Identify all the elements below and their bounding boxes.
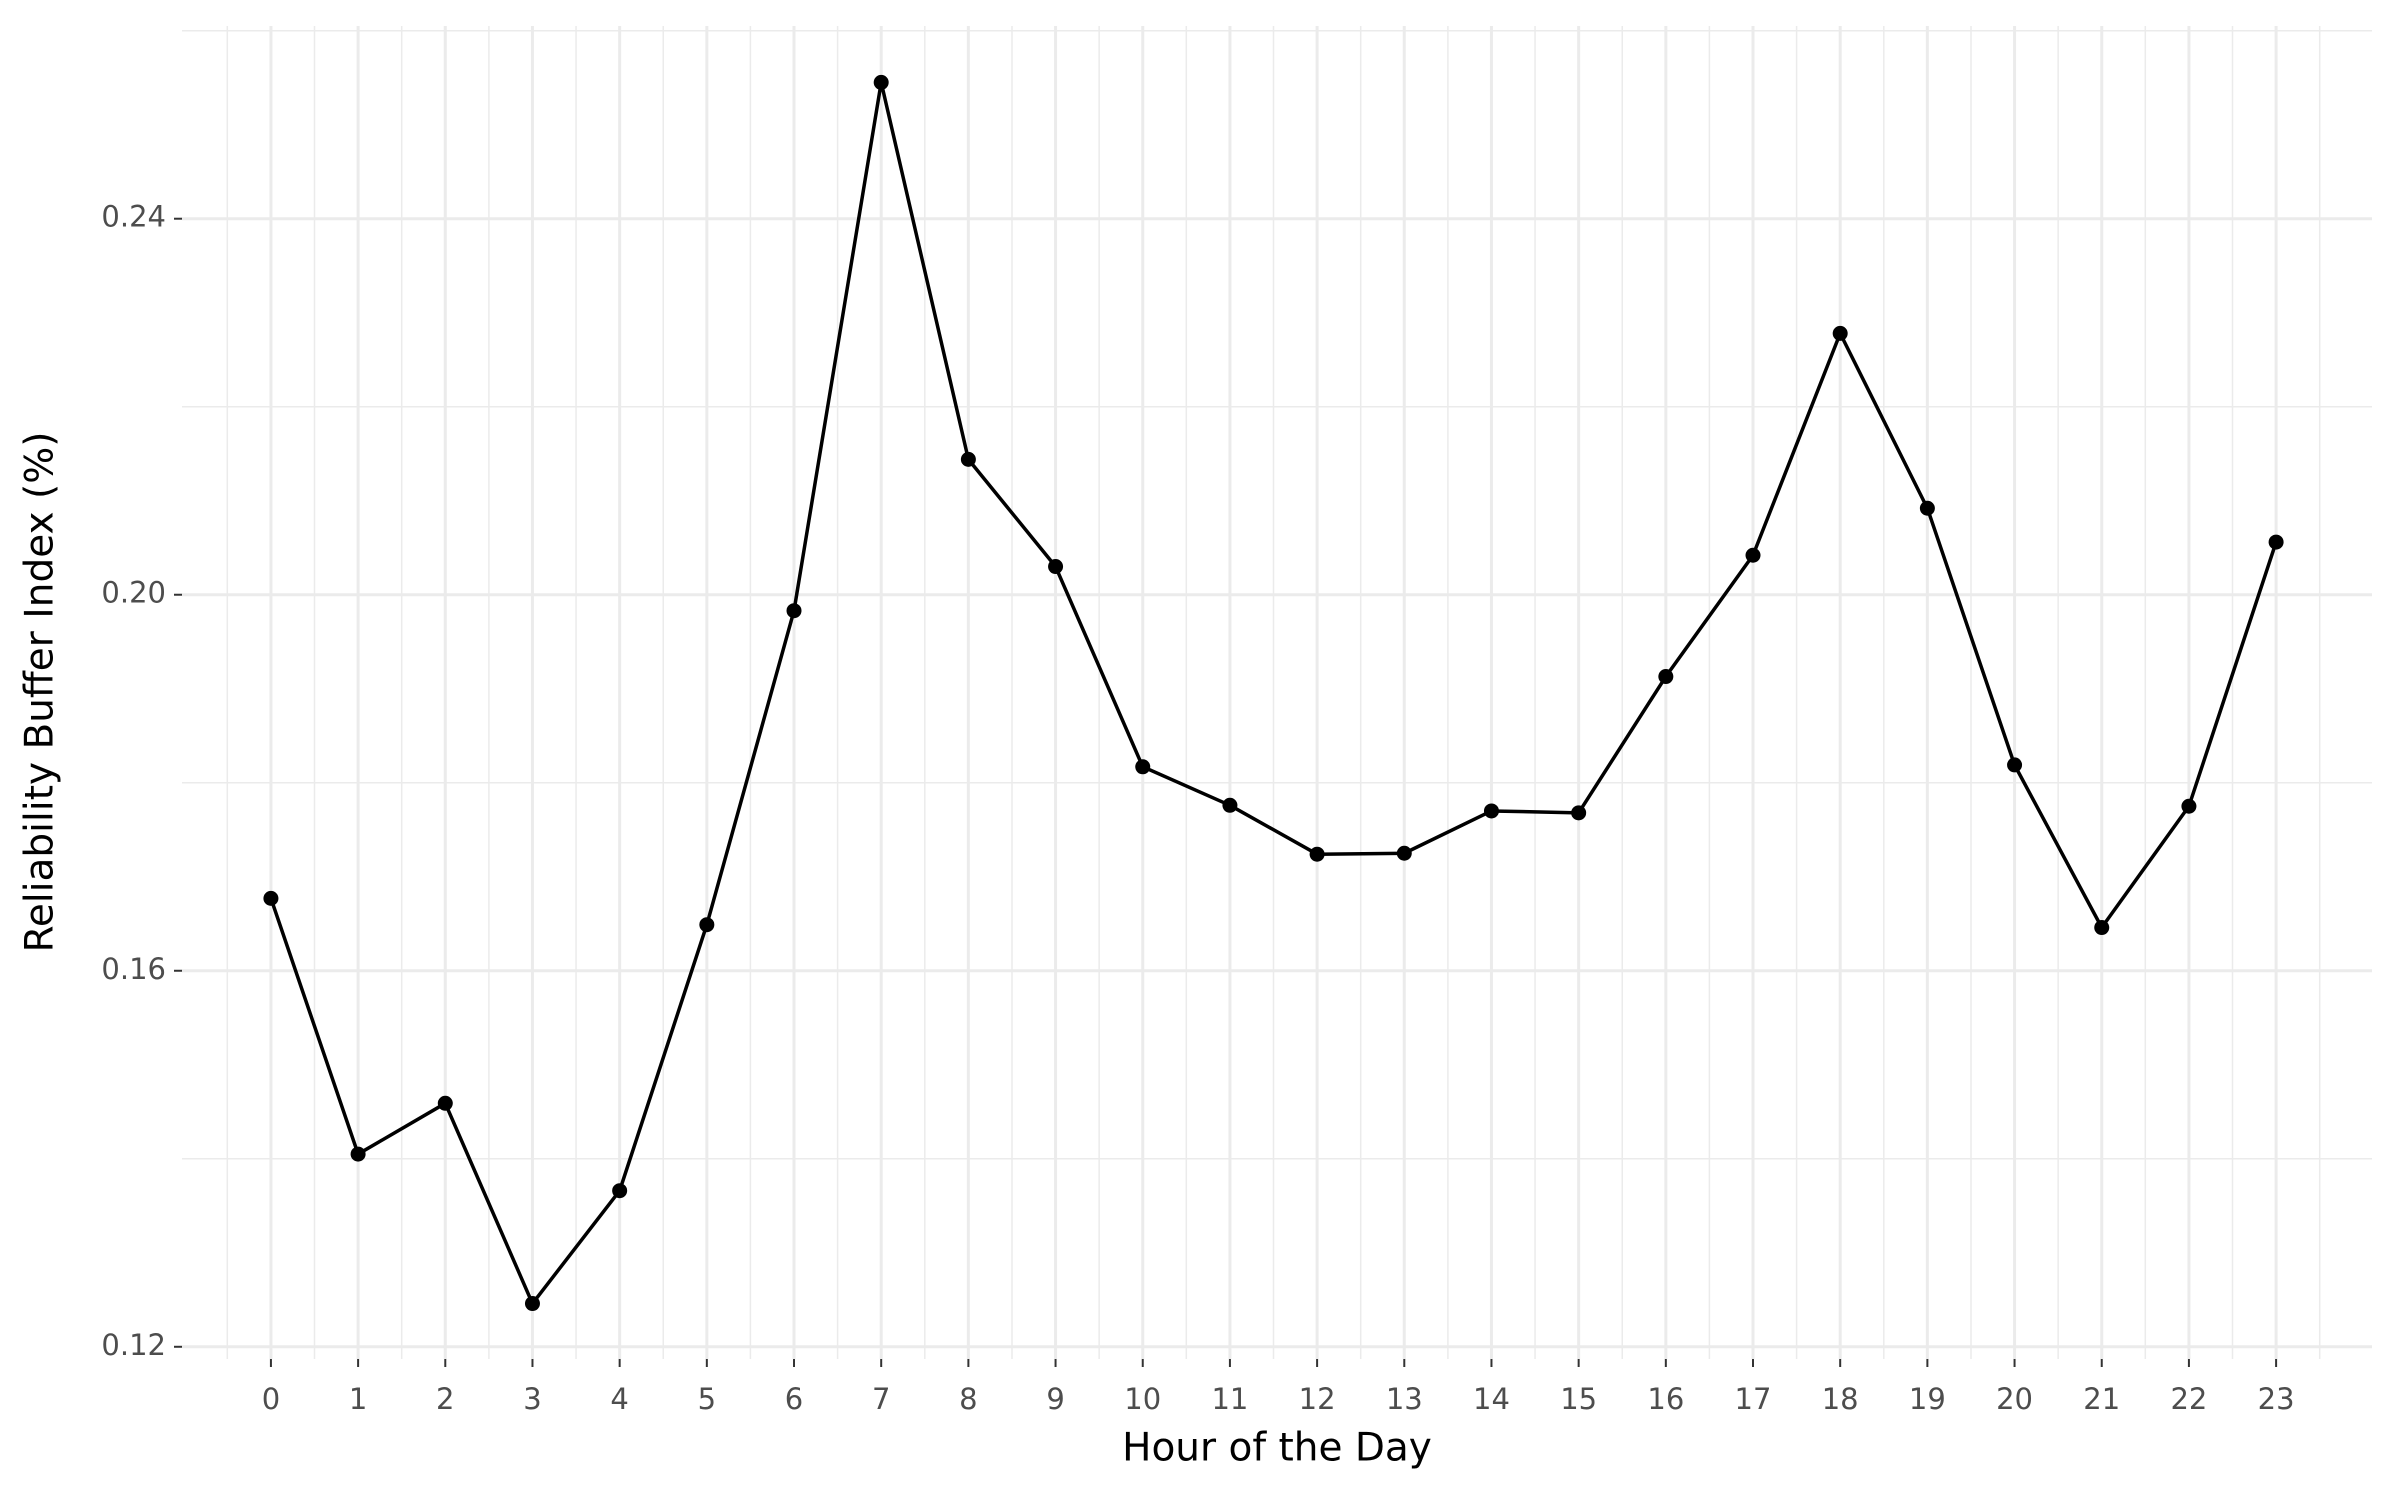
line	[269, 80, 2278, 1306]
x-tick-label: 16	[1647, 1382, 1684, 1416]
point	[2094, 920, 2110, 936]
x-tick-label: 12	[1299, 1382, 1336, 1416]
point	[1919, 500, 1935, 516]
x-tick-label: 6	[785, 1382, 803, 1416]
y-tick-label: 0.16	[101, 952, 166, 986]
y-tick-label: 0.12	[101, 1328, 166, 1362]
x-tick-label: 8	[959, 1382, 977, 1416]
x-tick-label: 7	[872, 1382, 890, 1416]
x-tick-label: 0	[262, 1382, 280, 1416]
point	[2181, 798, 2197, 814]
x-tick-label: 2	[436, 1382, 454, 1416]
point	[1745, 547, 1761, 563]
point	[350, 1146, 366, 1162]
x-tick-label: 18	[1822, 1382, 1859, 1416]
x-tick-label: 5	[698, 1382, 716, 1416]
y-tick-label: 0.20	[101, 576, 166, 610]
point	[263, 890, 279, 906]
x-tick-label: 21	[2083, 1382, 2120, 1416]
point	[873, 74, 889, 90]
point	[1309, 846, 1325, 862]
point	[437, 1095, 453, 1111]
point	[1222, 797, 1238, 813]
point	[960, 451, 976, 467]
point	[699, 917, 715, 933]
x-tick-label: 10	[1124, 1382, 1161, 1416]
point	[1396, 845, 1412, 861]
x-tick-label: 14	[1473, 1382, 1510, 1416]
point	[2007, 757, 2023, 773]
x-tick-label: 4	[610, 1382, 628, 1416]
x-tick-label: 23	[2258, 1382, 2295, 1416]
x-tick-label: 9	[1046, 1382, 1064, 1416]
point	[1571, 805, 1587, 821]
point	[1832, 325, 1848, 341]
x-tick-label: 19	[1909, 1382, 1946, 1416]
x-tick-label: 1	[349, 1382, 367, 1416]
point	[1048, 559, 1064, 575]
x-tick-label: 22	[2170, 1382, 2207, 1416]
point	[1135, 759, 1151, 775]
x-tick-label: 15	[1560, 1382, 1597, 1416]
point	[1483, 803, 1499, 819]
y-tick-label: 0.24	[101, 200, 166, 234]
y-axis-title: Reliability Buffer Index (%)	[18, 432, 63, 953]
x-tick-label: 13	[1386, 1382, 1423, 1416]
x-tick-label: 3	[523, 1382, 541, 1416]
grid	[182, 26, 2372, 1359]
x-tick-label: 20	[1996, 1382, 2033, 1416]
x-tick-label: 17	[1735, 1382, 1772, 1416]
x-tick-label: 11	[1211, 1382, 1248, 1416]
x-axis-title: Hour of the Day	[1122, 1426, 1432, 1471]
point	[2268, 534, 2284, 550]
point	[1658, 669, 1674, 685]
point	[612, 1183, 628, 1199]
point	[786, 603, 802, 619]
point	[524, 1296, 540, 1312]
